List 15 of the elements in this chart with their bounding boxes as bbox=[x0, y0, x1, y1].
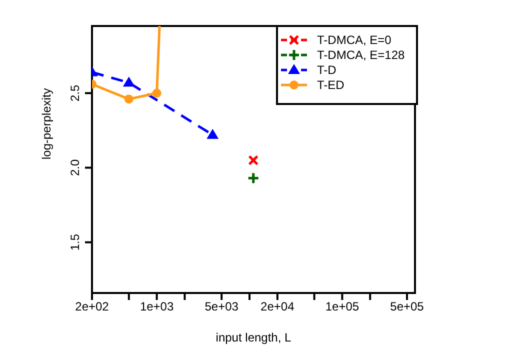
x-tick-label: 2e+04 bbox=[260, 300, 295, 314]
x-tick-label: 2e+02 bbox=[75, 300, 110, 314]
legend-label: T-DMCA, E=0 bbox=[317, 33, 392, 47]
x-tick-label: 5e+03 bbox=[204, 300, 239, 314]
legend-label: T-DMCA, E=128 bbox=[317, 48, 406, 62]
y-tick-label: 2.5 bbox=[68, 84, 82, 102]
y-axis-title: log-perplexity bbox=[39, 88, 54, 160]
x-tick-label: 5e+05 bbox=[390, 300, 424, 314]
x-tick-label: 1e+05 bbox=[325, 300, 360, 314]
y-tick-label: 2.0 bbox=[68, 159, 82, 176]
legend-label: T-D bbox=[317, 63, 337, 77]
x-axis-title: input length, L bbox=[216, 330, 292, 345]
legend-label: T-ED bbox=[317, 78, 345, 92]
y-tick-label: 1.5 bbox=[68, 234, 82, 251]
x-tick-label: 1e+03 bbox=[140, 300, 174, 314]
